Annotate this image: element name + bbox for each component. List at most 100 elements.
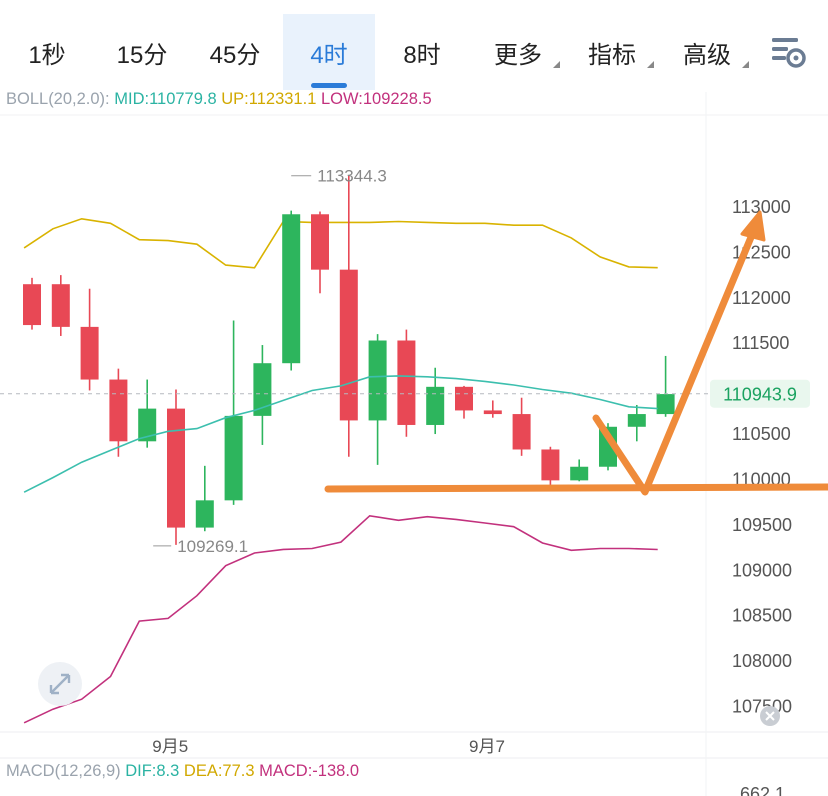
candle-6	[195, 465, 214, 532]
candle-2	[80, 288, 99, 391]
current-price-tag	[710, 379, 810, 408]
expand-diagonal-icon	[38, 662, 82, 706]
candle-22	[656, 355, 675, 417]
y-tick-label: 111500	[732, 333, 789, 353]
y-tick-label: 109000	[732, 560, 792, 580]
candle-body	[23, 284, 41, 326]
tab-2[interactable]: 45分	[192, 14, 278, 90]
x-tick-label: 9月7	[469, 737, 505, 756]
y-tick-label: 113000	[732, 197, 791, 217]
macd-legend-name: MACD(12,26,9)	[6, 762, 121, 780]
chart-settings-icon	[772, 38, 806, 68]
candle-15	[455, 385, 473, 419]
dropdown-corner-icon	[647, 61, 654, 68]
candle-14	[426, 367, 445, 435]
candle-0	[23, 277, 41, 330]
candle-body	[138, 408, 157, 442]
current-price-label: 110943.9	[723, 385, 797, 405]
candle-18	[541, 446, 560, 486]
candle-17	[512, 397, 531, 456]
tab-label: 更多	[494, 41, 542, 69]
tab-5[interactable]: 更多	[474, 14, 562, 90]
y-tick-label: 109500	[732, 515, 792, 535]
candle-body	[483, 410, 502, 415]
candle-3	[109, 368, 128, 457]
candle-body	[627, 414, 646, 427]
y-tick-label: 108500	[732, 606, 792, 626]
candle-5	[167, 389, 185, 545]
candle-body	[282, 214, 301, 364]
chart-settings-button[interactable]	[766, 30, 810, 74]
tab-4[interactable]: 8时	[382, 14, 462, 90]
tab-3[interactable]: 4时	[283, 14, 375, 90]
candle-9	[282, 210, 301, 371]
y-tick-label: 108000	[732, 651, 792, 671]
candle-7	[224, 320, 243, 505]
zoom-button[interactable]	[36, 660, 84, 708]
tab-1[interactable]: 15分	[99, 14, 185, 90]
candle-8	[253, 345, 272, 445]
boll-up-line	[23, 217, 658, 269]
macd-axis-label: 662.1	[740, 784, 785, 796]
tab-label: 45分	[209, 41, 261, 69]
tab-label: 15分	[116, 41, 168, 69]
candle-19	[570, 459, 589, 482]
boll-low-line	[23, 514, 658, 724]
candle-10	[311, 211, 329, 294]
boll-legend-mid: MID:110779.8	[114, 90, 217, 108]
candle-body	[397, 340, 416, 425]
projection-arrowhead	[740, 210, 766, 242]
candle-body	[570, 466, 589, 481]
high-annotation-label: 113344.3	[317, 167, 387, 186]
tab-6[interactable]: 指标	[568, 14, 656, 90]
tab-label: 指标	[588, 41, 636, 69]
low-annotation-label: 109269.1	[177, 537, 248, 556]
active-tab-indicator	[311, 83, 347, 88]
candle-11	[339, 175, 358, 457]
macd-legend-dea: DEA:77.3	[183, 762, 255, 780]
boll-mid-line	[23, 375, 658, 493]
x-tick-label: 9月5	[152, 737, 188, 756]
collapse-button[interactable]	[758, 704, 782, 728]
tab-label: 1秒	[28, 41, 66, 69]
y-tick-label: 112000	[732, 288, 791, 308]
boll-legend: BOLL(20,2.0): MID:110779.8 UP:112331.1 L…	[6, 90, 432, 109]
tab-label: 高级	[683, 41, 731, 69]
candle-body	[455, 386, 473, 411]
macd-legend-macd: MACD:-138.0	[259, 762, 360, 780]
close-circle-icon	[760, 706, 780, 726]
dropdown-corner-icon	[742, 61, 749, 68]
candle-body	[426, 386, 445, 425]
boll-legend-name: BOLL(20,2.0):	[6, 90, 110, 108]
candle-body	[368, 340, 387, 421]
candle-body	[311, 214, 329, 270]
candle-body	[195, 500, 214, 528]
candle-12	[368, 334, 387, 465]
candle-13	[397, 329, 416, 437]
candle-body	[512, 414, 531, 450]
candle-body	[656, 394, 675, 415]
macd-legend: MACD(12,26,9) DIF:8.3 DEA:77.3 MACD:-138…	[6, 762, 359, 781]
candle-body	[80, 326, 99, 380]
macd-legend-dif: DIF:8.3	[125, 762, 180, 780]
boll-legend-low: LOW:109228.5	[320, 90, 432, 108]
candle-body	[253, 363, 272, 416]
candle-body	[51, 284, 70, 327]
candle-1	[51, 275, 70, 336]
dropdown-corner-icon	[553, 61, 560, 68]
tab-7[interactable]: 高级	[663, 14, 751, 90]
tab-label: 4时	[310, 41, 348, 69]
candle-body	[167, 408, 185, 528]
candle-body	[109, 379, 128, 442]
tab-label: 8时	[403, 41, 441, 69]
trendline-drawing	[324, 210, 828, 496]
tab-0[interactable]: 1秒	[7, 14, 87, 90]
candle-body	[224, 415, 243, 501]
timeframe-tab-bar: 1秒 15分 45分 4时 8时 更多 指标 高级	[0, 0, 828, 90]
y-tick-label: 110500	[732, 424, 791, 444]
boll-legend-up: UP:112331.1	[221, 90, 317, 108]
projection-path	[592, 226, 758, 496]
candle-body	[541, 449, 560, 481]
candle-21	[627, 404, 646, 442]
